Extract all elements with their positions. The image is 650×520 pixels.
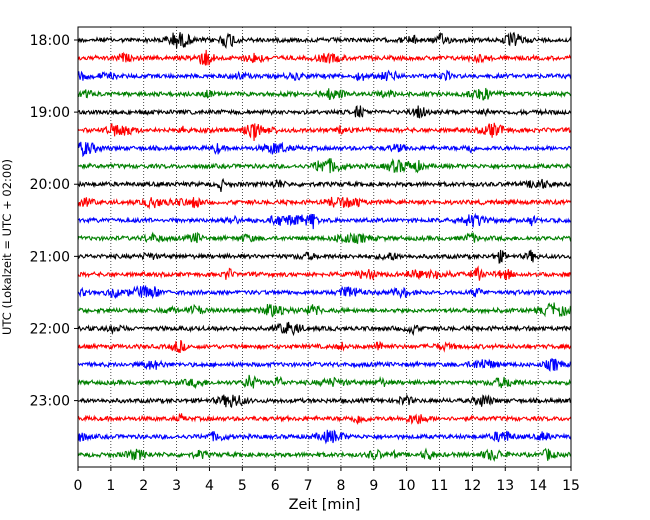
trace-22-15	[77, 339, 572, 354]
y-tick-label: 22:00	[30, 321, 70, 337]
y-tick-label: 20:00	[30, 177, 70, 193]
trace-18-00	[77, 31, 572, 50]
trace-23-30	[77, 429, 572, 445]
trace-20-45	[77, 231, 572, 245]
x-tick-label: 2	[139, 478, 148, 494]
seismic-traces	[77, 31, 572, 462]
trace-20-30	[77, 212, 572, 230]
x-tick-label: 10	[398, 478, 416, 494]
plot-frame	[77, 26, 572, 468]
y-axis-label: UTC (Lokalzeit = UTC + 02:00)	[0, 159, 14, 335]
x-tick-label: 1	[106, 478, 115, 494]
x-tick-label: 4	[205, 478, 214, 494]
x-tick-label: 5	[238, 478, 247, 494]
trace-18-30	[77, 69, 572, 82]
trace-19-45	[77, 158, 572, 174]
grid-lines	[110, 27, 539, 467]
x-tick-label: 3	[172, 478, 181, 494]
trace-23-15	[77, 412, 572, 425]
y-tick-label: 21:00	[30, 249, 70, 265]
x-axis-ticks: 0 1 2 3 4 5 6 7 8 9 10 11 12 13 14 15	[74, 467, 580, 494]
x-tick-label: 6	[271, 478, 280, 494]
trace-21-15	[77, 265, 572, 282]
x-tick-label: 7	[304, 478, 313, 494]
trace-19-00	[77, 105, 572, 119]
x-tick-label: 11	[431, 478, 449, 494]
trace-23-45	[77, 447, 572, 462]
x-tick-label: 13	[496, 478, 514, 494]
trace-22-30	[77, 357, 572, 372]
x-tick-label: 15	[562, 478, 580, 494]
x-tick-label: 9	[369, 478, 378, 494]
y-tick-label: 23:00	[30, 394, 70, 410]
y-tick-label: 18:00	[30, 33, 70, 49]
x-tick-label: 12	[463, 478, 481, 494]
trace-19-15	[77, 122, 572, 142]
y-axis-ticks: 18:00 19:00 20:00 21:00 22:00 23:00	[30, 33, 78, 410]
trace-18-15	[77, 49, 572, 66]
trace-23-00	[77, 393, 572, 409]
x-axis-label: Zeit [min]	[289, 497, 361, 513]
x-tick-label: 8	[336, 478, 345, 494]
trace-21-00	[77, 249, 572, 264]
trace-19-30	[77, 141, 572, 158]
x-tick-label: 14	[529, 478, 547, 494]
trace-22-45	[77, 374, 572, 390]
trace-21-45	[77, 302, 572, 318]
x-tick-label: 0	[74, 478, 83, 494]
trace-21-30	[77, 284, 572, 300]
y-tick-label: 19:00	[30, 105, 70, 121]
trace-18-45	[77, 87, 572, 101]
trace-20-15	[77, 196, 572, 210]
trace-20-00	[77, 177, 572, 193]
trace-22-00	[77, 321, 572, 337]
